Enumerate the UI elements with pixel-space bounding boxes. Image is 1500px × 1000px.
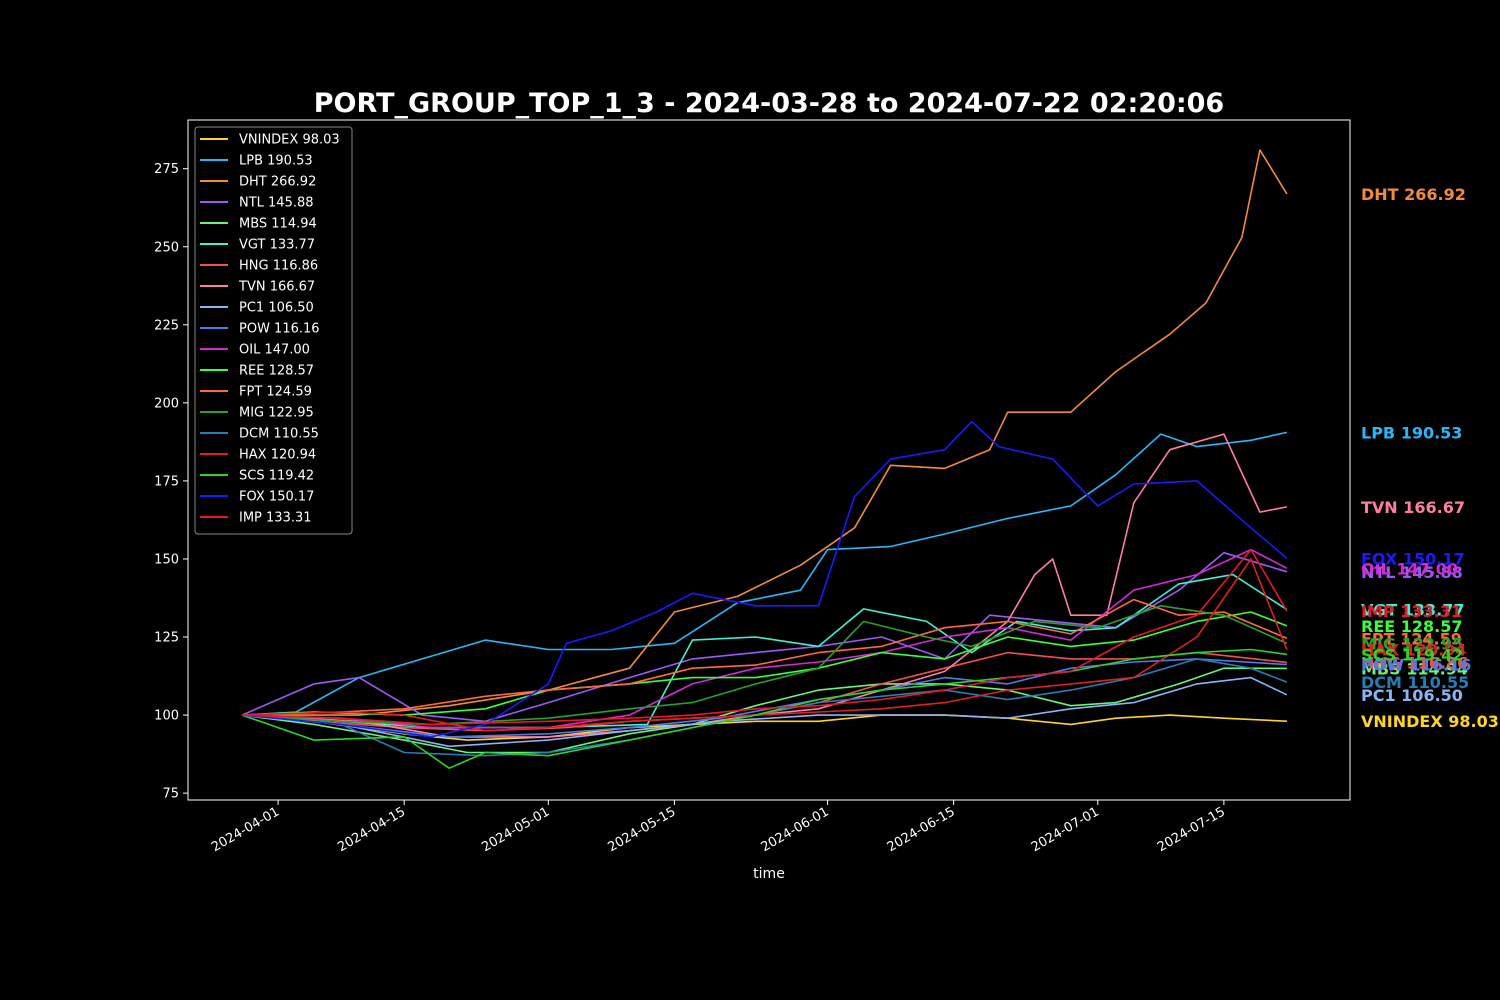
end-label-hax: HAX 120.94 — [1361, 641, 1466, 660]
legend-label: DHT 266.92 — [239, 175, 316, 190]
y-tick-label: 125 — [154, 631, 179, 646]
series-line-mbs — [241, 667, 1287, 754]
end-label-pow: POW 116.16 — [1361, 656, 1471, 675]
end-label-ntl: NTL 145.88 — [1361, 563, 1463, 582]
legend-entry: FOX 150.17 — [200, 490, 314, 505]
legend-label: MIG 122.95 — [239, 406, 314, 421]
legend-entry: FPT 124.59 — [200, 385, 312, 400]
y-tick-label: 250 — [154, 240, 179, 255]
end-label-mbs: MBS 114.94 — [1361, 659, 1468, 678]
legend-entry: POW 116.16 — [200, 322, 320, 337]
legend-entry: MBS 114.94 — [200, 217, 317, 232]
chart-title: PORT_GROUP_TOP_1_3 - 2024-03-28 to 2024-… — [314, 88, 1224, 119]
end-label-tvn: TVN 166.67 — [1361, 498, 1465, 517]
end-label-vnindex: VNINDEX 98.03 — [1361, 712, 1499, 731]
legend-entry: VGT 133.77 — [200, 238, 315, 253]
y-tick-label: 75 — [162, 787, 179, 802]
series-line-fpt — [241, 598, 1288, 716]
y-axis: 75 100 125 150 175 200 225 250 275 — [154, 162, 188, 802]
legend-label: HNG 116.86 — [239, 259, 318, 274]
series-line-lpb — [241, 431, 1288, 716]
series-line-vnindex — [241, 714, 1287, 741]
legend-entry: OIL 147.00 — [200, 343, 310, 358]
legend: VNINDEX 98.03 LPB 190.53 DHT 266.92 NTL 145… — [194, 126, 353, 535]
legend-label: TVN 166.67 — [238, 280, 315, 295]
legend-label: DCM 110.55 — [239, 427, 319, 442]
y-tick-label: 200 — [154, 396, 179, 411]
series-line-oil — [241, 548, 1288, 729]
legend-label: VGT 133.77 — [239, 238, 315, 253]
legend-label: NTL 145.88 — [239, 196, 314, 211]
end-label-dcm: DCM 110.55 — [1361, 673, 1469, 692]
x-axis-label: time — [753, 866, 785, 882]
y-tick-label: 175 — [154, 474, 179, 489]
legend-entry: LPB 190.53 — [200, 154, 313, 169]
legend-label: FOX 150.17 — [239, 490, 314, 505]
y-tick-label: 225 — [154, 318, 179, 333]
legend-label: POW 116.16 — [239, 322, 320, 337]
end-label-fox: FOX 150.17 — [1361, 549, 1465, 568]
series-line-tvn — [241, 433, 1288, 738]
series-line-hax — [241, 558, 1288, 732]
legend-label: MBS 114.94 — [239, 217, 317, 232]
series-line-pc1 — [241, 676, 1288, 748]
end-label-pc1: PC1 106.50 — [1361, 686, 1463, 705]
series-line-dht — [242, 149, 1288, 716]
legend-label: PC1 106.50 — [239, 301, 314, 316]
legend-label: REE 128.57 — [239, 364, 314, 379]
end-label-fpt: FPT 124.59 — [1361, 629, 1462, 648]
end-label-dht: DHT 266.92 — [1361, 185, 1466, 204]
end-label-hng: HNG 116.86 — [1361, 653, 1468, 672]
legend-entry: SCS 119.42 — [200, 469, 314, 484]
end-label-ree: REE 128.57 — [1361, 617, 1463, 636]
end-label-oil: OIL 147.00 — [1361, 559, 1458, 578]
y-tick-label: 275 — [154, 162, 179, 177]
legend-entry: DHT 266.92 — [200, 175, 316, 190]
end-label-scs: SCS 119.42 — [1361, 645, 1463, 664]
legend-entry: TVN 166.67 — [200, 280, 315, 295]
series-line-dcm — [241, 658, 1288, 757]
legend-entry: IMP 133.31 — [200, 511, 312, 526]
legend-entry: HAX 120.94 — [200, 448, 316, 463]
plot-area-frame — [187, 119, 1351, 801]
legend-label: SCS 119.42 — [239, 469, 314, 484]
end-label-lpb: LPB 190.53 — [1361, 423, 1462, 442]
end-label-mig: MIG 122.95 — [1361, 634, 1463, 653]
legend-label: HAX 120.94 — [239, 448, 316, 463]
series-lines — [241, 149, 1288, 770]
series-line-ntl — [241, 551, 1288, 723]
legend-label: IMP 133.31 — [239, 511, 312, 526]
legend-entry: NTL 145.88 — [200, 196, 314, 211]
series-line-fox — [241, 420, 1288, 738]
legend-entry: HNG 116.86 — [200, 259, 318, 274]
legend-label: VNINDEX 98.03 — [239, 133, 340, 148]
y-tick-label: 100 — [154, 709, 179, 724]
legend-entry: MIG 122.95 — [200, 406, 314, 421]
legend-label: OIL 147.00 — [239, 343, 310, 358]
legend-box — [194, 126, 353, 535]
end-label-vgt: VGT 133.77 — [1361, 601, 1464, 620]
legend-entry: PC1 106.50 — [200, 301, 314, 316]
legend-entry: VNINDEX 98.03 — [200, 133, 340, 148]
legend-label: LPB 190.53 — [239, 154, 313, 169]
y-tick-label: 150 — [154, 552, 179, 567]
legend-entry: REE 128.57 — [200, 364, 314, 379]
series-line-imp — [241, 548, 1288, 726]
end-label-imp: IMP 133.31 — [1361, 602, 1462, 621]
end-value-labels: VNINDEX 98.03 LPB 190.53 DHT 266.92 NTL 145… — [1361, 185, 1499, 731]
legend-label: FPT 124.59 — [239, 385, 312, 400]
legend-entry: DCM 110.55 — [200, 427, 319, 442]
